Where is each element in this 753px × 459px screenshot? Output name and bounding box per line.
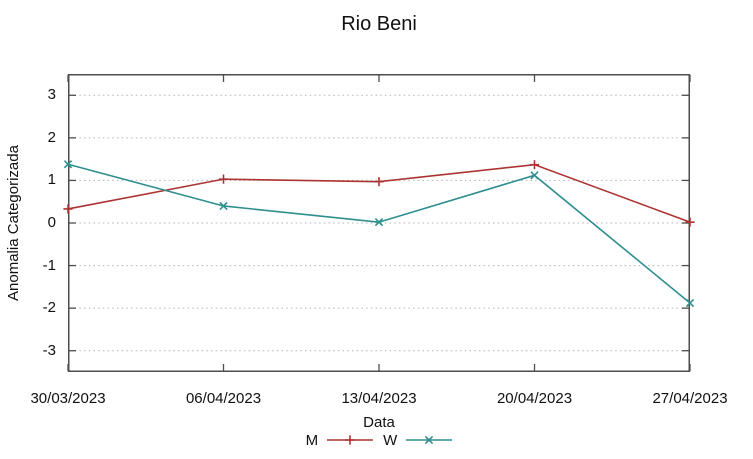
series-M-marker-30/03/2023: [63, 204, 73, 214]
y-tick-label--1: -1: [42, 256, 56, 274]
series-W-marker-20/04/2023: [530, 171, 539, 180]
y-tick-label-3: 3: [47, 86, 56, 104]
x-axis-label: Data: [363, 414, 395, 431]
series-M-marker-27/04/2023: [685, 217, 695, 227]
series-W-marker-06/04/2023: [219, 201, 228, 211]
series-W-marker-30/03/2023: [63, 160, 73, 169]
legend-marker-M: [345, 435, 355, 445]
y-tick-label-1: 1: [47, 171, 56, 189]
series-W-marker-13/04/2023: [374, 217, 384, 227]
legend-swatch-W: [406, 435, 453, 445]
legend-swatch-M: [327, 435, 374, 445]
x-tick-label-13/04/2023: 13/04/2023: [341, 390, 417, 407]
legend-marker-W: [425, 435, 434, 445]
series-W-marker-27/04/2023: [685, 298, 695, 308]
y-tick-label--2: -2: [42, 299, 56, 317]
x-tick-label-27/04/2023: 27/04/2023: [652, 390, 728, 407]
y-tick-label-2: 2: [47, 128, 56, 146]
legend-item-M: M: [306, 432, 374, 449]
series-M-marker-20/04/2023: [529, 160, 540, 170]
x-tick-label-30/03/2023: 30/03/2023: [30, 390, 106, 407]
x-tick-label-06/04/2023: 06/04/2023: [185, 390, 262, 407]
legend-label-M: M: [305, 431, 319, 449]
series-M-line: [67, 163, 691, 223]
plot-area: [63, 74, 695, 372]
legend-item-W: W: [383, 431, 453, 449]
legend-label-W: W: [383, 431, 398, 449]
y-tick-label-0: 0: [47, 214, 56, 231]
chart-title: Rio Beni: [341, 13, 417, 35]
x-tick-label-20/04/2023: 20/04/2023: [496, 390, 573, 407]
y-tick-label--3: -3: [42, 341, 56, 359]
series-M-marker-06/04/2023: [218, 174, 229, 184]
series-M-marker-13/04/2023: [374, 177, 384, 187]
